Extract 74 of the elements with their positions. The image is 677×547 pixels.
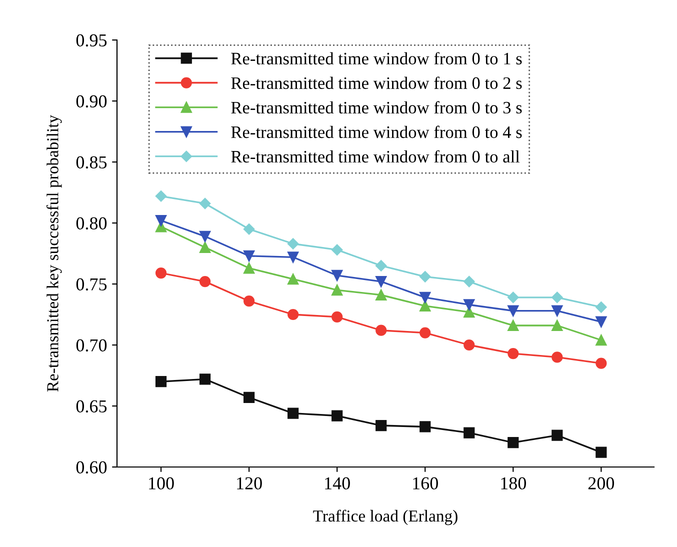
y-tick-label: 0.75 [76,278,107,291]
point [331,244,343,256]
point [288,274,299,285]
point [552,320,563,332]
point [420,271,431,282]
point [243,250,255,262]
point [199,198,211,210]
legend-label: Re-transmitted time window from 0 to 1 s [231,52,522,64]
x-tick-label: 180 [501,477,526,490]
x-axis-title: Traffice load (Erlang) [313,510,458,526]
point [243,296,255,307]
point [596,316,607,328]
point [332,410,343,422]
point [464,276,475,288]
y-tick-label: 0.85 [76,156,107,169]
x-tick-label: 140 [325,477,350,490]
point [552,305,563,316]
point [420,292,431,303]
point [596,446,607,458]
point [508,320,519,332]
point [376,324,387,336]
point [376,289,387,301]
point [243,392,255,404]
point [420,421,431,432]
legend-label: Re-transmitted time window from 0 to 4 s [231,126,522,138]
point [508,305,519,316]
point [199,230,211,242]
point [596,334,607,346]
point [155,376,167,388]
y-axis-title: Re-transmitted key successful probability [46,114,62,392]
point [376,276,387,288]
x-tick-label: 200 [588,477,614,490]
legend-label: Re-transmitted time window from 0 to all [231,150,520,163]
point [596,358,607,369]
y-tick-label: 0.90 [76,95,107,108]
legend-label: Re-transmitted time window from 0 to 2 s [231,76,522,90]
y-tick-label: 0.60 [76,461,107,474]
point [243,262,255,274]
point [332,284,343,296]
point [287,238,299,250]
point [420,327,431,338]
legend-label: Re-transmitted time window from 0 to 3 s [231,101,522,114]
point [464,299,475,310]
point [508,348,519,360]
point [155,190,167,202]
y-tick-label: 0.95 [76,34,107,47]
point [420,300,431,312]
point [288,308,299,320]
point [332,270,343,282]
x-tick-label: 100 [149,477,174,490]
point [464,339,475,351]
point [288,252,299,263]
point [332,311,343,322]
point [199,276,211,288]
point [155,267,167,279]
point [243,223,255,235]
y-tick-label: 0.65 [76,400,107,413]
point [552,430,563,441]
x-tick-label: 160 [413,477,438,490]
x-tick-label: 120 [237,477,262,490]
point [375,260,387,272]
y-tick-label: 0.70 [76,339,107,352]
point [199,374,211,385]
point [552,352,563,363]
point [464,427,475,438]
y-tick-label: 0.80 [76,217,107,230]
point [552,292,563,304]
point [288,408,299,419]
point [376,420,387,432]
point [155,215,167,226]
point [596,302,607,313]
point [508,292,519,304]
point [508,437,519,448]
point [199,242,211,253]
